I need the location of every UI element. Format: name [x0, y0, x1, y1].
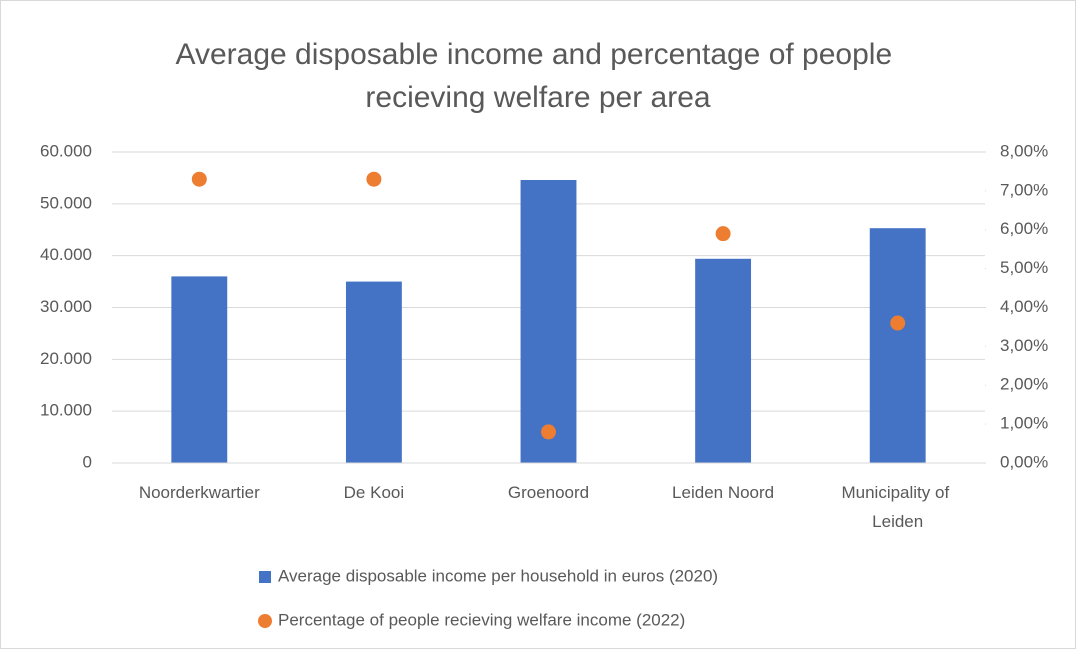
y2-tick-label: 0,00% [1000, 452, 1048, 471]
x-tick-label: De Kooi [344, 483, 404, 502]
point [890, 315, 906, 331]
bar [171, 276, 228, 463]
y-tick-label: 50.000 [40, 193, 92, 212]
y2-tick-label: 1,00% [1000, 414, 1048, 433]
y-tick-label: 30.000 [40, 297, 92, 316]
point [366, 171, 382, 187]
bar [345, 281, 402, 463]
x-tick-label: Leiden Noord [672, 483, 774, 502]
legend-swatch [258, 614, 272, 628]
y2-tick-label: 8,00% [1000, 141, 1048, 160]
legend-label: Average disposable income per household … [278, 566, 718, 585]
y-tick-label: 60.000 [40, 141, 92, 160]
point [541, 424, 556, 440]
legend-swatch [259, 571, 271, 583]
point [191, 171, 207, 187]
y2-tick-label: 5,00% [1000, 258, 1048, 277]
x-tick-label: Groenoord [508, 483, 589, 502]
bar [869, 228, 926, 463]
y2-tick-label: 7,00% [1000, 180, 1048, 199]
chart-title: Average disposable income and percentage… [176, 38, 901, 114]
x-tick-label: Noorderkwartier [139, 483, 260, 502]
legend-label: Percentage of people recieving welfare i… [278, 610, 685, 629]
point [715, 226, 731, 242]
x-tick-label: Municipality of Leiden [841, 483, 953, 531]
y2-tick-label: 4,00% [1000, 297, 1048, 316]
y2-tick-label: 2,00% [1000, 375, 1048, 394]
y-tick-label: 20.000 [40, 349, 92, 368]
bar [695, 258, 752, 463]
y-tick-label: 10.000 [40, 401, 92, 420]
y-tick-label: 0 [83, 452, 92, 471]
y2-tick-label: 3,00% [1000, 336, 1048, 355]
y2-tick-label: 6,00% [1000, 219, 1048, 238]
y-tick-label: 40.000 [40, 245, 92, 264]
bar [520, 179, 577, 464]
